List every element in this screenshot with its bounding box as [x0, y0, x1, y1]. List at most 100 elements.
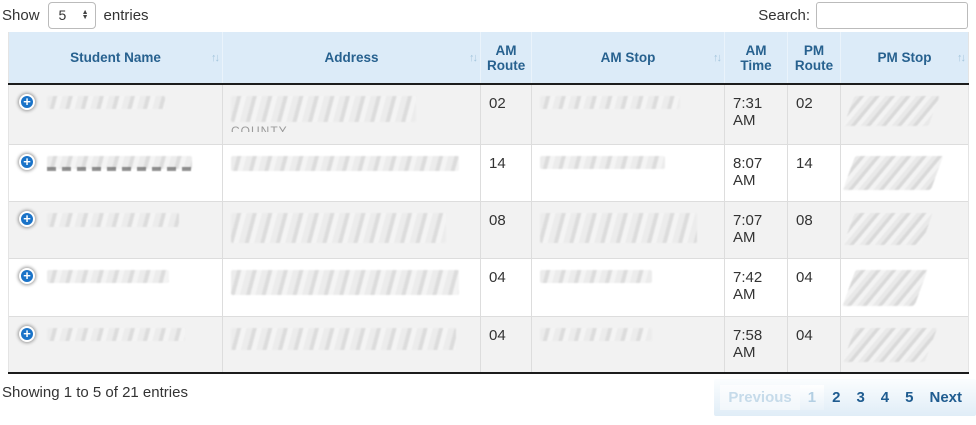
expand-row-icon[interactable] — [19, 210, 35, 227]
pagination: Previous 1 2 3 4 5 Next — [714, 379, 976, 416]
expand-row-icon[interactable] — [19, 94, 35, 110]
redacted-pm-stop — [842, 155, 944, 190]
am-stop-cell — [531, 257, 725, 316]
showing-entries-info: Showing 1 to 5 of 21 entries — [2, 384, 188, 401]
column-header-label: PM Stop — [877, 50, 932, 65]
pagination-previous-button[interactable]: Previous — [720, 385, 800, 410]
redacted-address — [231, 269, 459, 295]
table-row: 04 7:42 AM 04 — [8, 257, 969, 316]
am-stop-cell — [531, 84, 725, 144]
expand-row-icon[interactable] — [19, 325, 35, 342]
sort-icon: ↑↓ — [211, 51, 220, 64]
am-route-cell: 08 — [480, 200, 532, 258]
column-header-label: AM Route — [487, 42, 526, 73]
redacted-student-name — [47, 269, 169, 283]
pm-route-cell: 02 — [787, 84, 841, 144]
am-time-cell: 7:58 AM — [724, 315, 788, 374]
table-row: COUNTY 02 7:31 AM 02 — [8, 84, 969, 144]
am-route-cell: 04 — [480, 315, 532, 374]
pagination-page-4[interactable]: 4 — [880, 389, 890, 406]
redacted-student-name — [47, 96, 165, 109]
pagination-next-button[interactable]: Next — [929, 389, 962, 406]
student-name-remnant — [47, 166, 197, 171]
expand-row-icon[interactable] — [19, 267, 35, 284]
column-header-label: Address — [324, 50, 379, 65]
redacted-am-stop — [540, 212, 697, 243]
am-stop-cell — [531, 200, 725, 258]
pagination-page-3[interactable]: 3 — [856, 389, 865, 406]
redacted-pm-stop — [842, 269, 928, 306]
pm-stop-cell — [840, 257, 969, 316]
search-label: Search: — [758, 6, 810, 24]
pm-route-cell: 08 — [787, 200, 841, 258]
entries-per-page-value: 5 — [58, 7, 67, 23]
am-time-cell: 7:42 AM — [724, 257, 788, 316]
sort-icon: ↑↓ — [786, 65, 788, 77]
expand-row-icon[interactable] — [19, 153, 35, 170]
address-cell — [222, 143, 481, 201]
student-name-cell — [8, 315, 223, 374]
column-header-am-route[interactable]: AM Route ↑↓ — [480, 32, 532, 85]
redacted-address — [231, 155, 459, 171]
am-route-cell: 04 — [480, 257, 532, 316]
am-route-cell: 14 — [480, 143, 532, 201]
pm-stop-cell — [840, 200, 969, 258]
redacted-am-stop — [540, 155, 665, 169]
column-header-address[interactable]: Address ↑↓ — [222, 32, 481, 85]
entries-per-page-select[interactable]: 5 ▲ ▼ — [47, 1, 96, 29]
redacted-student-name — [47, 327, 185, 341]
student-name-cell — [8, 84, 223, 144]
pm-stop-cell — [840, 143, 969, 201]
redacted-pm-stop — [842, 327, 938, 362]
sort-icon: ↑↓ — [839, 65, 841, 77]
table-row: 04 7:58 AM 04 — [8, 315, 969, 374]
show-label: Show — [2, 6, 40, 24]
pm-route-cell: 04 — [787, 257, 841, 316]
sort-icon: ↑↓ — [530, 65, 532, 77]
student-name-cell — [8, 200, 223, 258]
sort-icon: ↑↓ — [957, 51, 966, 64]
redacted-am-stop — [540, 96, 680, 109]
redacted-student-name — [47, 155, 192, 169]
am-time-cell: 7:07 AM — [724, 200, 788, 258]
redacted-address — [231, 96, 416, 122]
column-header-label: AM Time — [740, 42, 772, 73]
redacted-address — [231, 212, 446, 243]
pagination-page-2[interactable]: 2 — [832, 389, 841, 406]
pm-route-cell: 04 — [787, 315, 841, 374]
sort-icon: ↑↓ — [469, 51, 478, 64]
redacted-address — [231, 327, 456, 350]
table-body: COUNTY 02 7:31 AM 02 — [8, 84, 969, 374]
select-stepper-icon: ▲ ▼ — [81, 9, 89, 21]
column-header-label: PM Route — [794, 42, 834, 73]
am-route-cell: 02 — [480, 84, 532, 144]
column-header-am-stop[interactable]: AM Stop ↑↓ — [531, 32, 725, 85]
table-header: Student Name ↑↓ Address ↑↓ AM Route ↑↓ A… — [8, 32, 969, 85]
page-length-control: Show 5 ▲ ▼ entries — [2, 1, 149, 29]
table-footer: Showing 1 to 5 of 21 entries Previous 1 … — [0, 374, 976, 416]
search-input[interactable] — [816, 1, 968, 29]
search-control: Search: — [758, 1, 968, 29]
students-table: Student Name ↑↓ Address ↑↓ AM Route ↑↓ A… — [8, 32, 969, 374]
pagination-page-1[interactable]: 1 — [799, 385, 825, 410]
pagination-page-5[interactable]: 5 — [905, 389, 914, 406]
column-header-student-name[interactable]: Student Name ↑↓ — [8, 32, 223, 85]
entries-label: entries — [103, 6, 149, 24]
redacted-am-stop — [540, 327, 652, 341]
address-cell: COUNTY — [222, 84, 481, 144]
am-time-cell: 7:31 AM — [724, 84, 788, 144]
column-header-pm-stop[interactable]: PM Stop ↑↓ — [840, 32, 969, 85]
column-header-am-time[interactable]: AM Time ↑↓ — [724, 32, 788, 85]
am-time-cell: 8:07 AM — [724, 143, 788, 201]
am-stop-cell — [531, 315, 725, 374]
am-stop-cell — [531, 143, 725, 201]
table-controls: Show 5 ▲ ▼ entries Search: — [0, 0, 976, 32]
pm-stop-cell — [840, 84, 969, 144]
address-remnant-text: COUNTY — [231, 124, 288, 132]
sort-icon: ↑↓ — [713, 51, 722, 64]
table-row: 08 7:07 AM 08 — [8, 200, 969, 258]
address-cell — [222, 200, 481, 258]
column-header-pm-route[interactable]: PM Route ↑↓ — [787, 32, 841, 85]
address-cell — [222, 257, 481, 316]
